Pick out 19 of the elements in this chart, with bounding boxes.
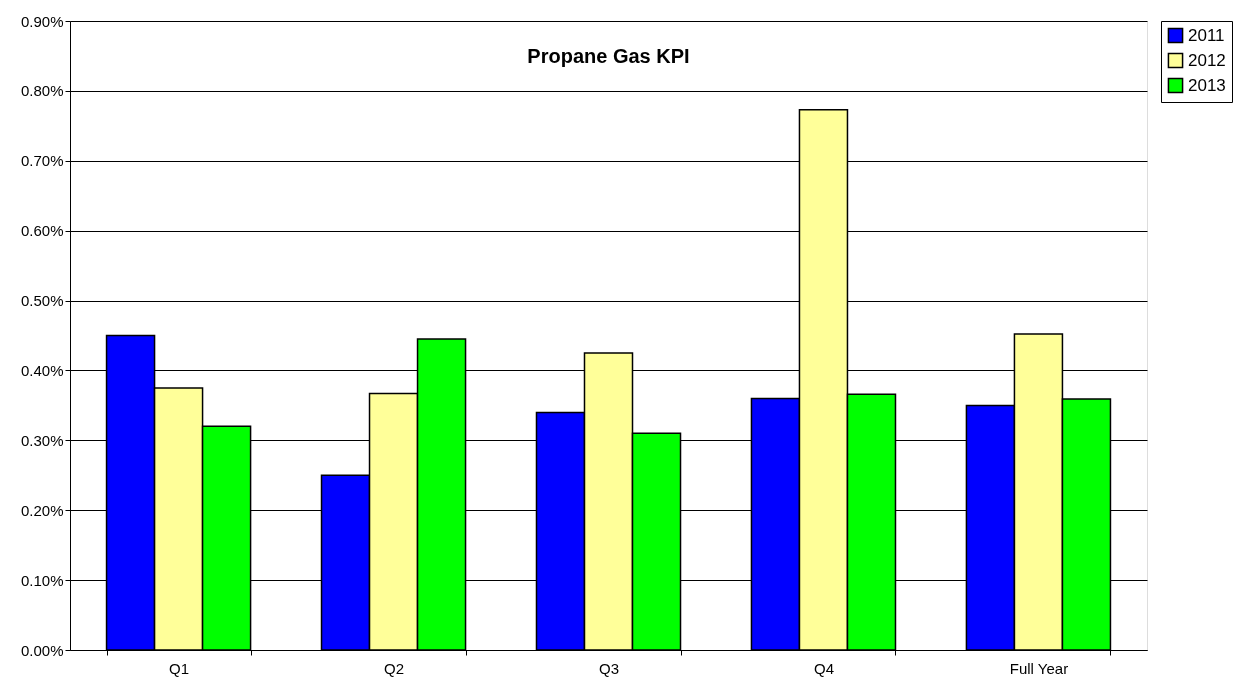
x-tick-label: Q1 (169, 659, 190, 677)
y-tick-label: 0.10% (20, 571, 64, 589)
x-tick-label: Q2 (384, 659, 405, 677)
text: Propane Gas KPI (527, 45, 690, 67)
legend-label: 2012 (1188, 50, 1226, 70)
legend-label: 2011 (1188, 25, 1225, 45)
y-tick-label: 0.40% (20, 361, 64, 379)
x-tick-label: Q3 (598, 659, 620, 677)
legend-label: 2013 (1188, 75, 1226, 95)
y-tick-label: 0.80% (20, 82, 64, 100)
y-tick-label: 0.70% (20, 152, 64, 170)
x-tick-label: Q4 (813, 659, 834, 677)
y-tick-label: 0.90% (20, 12, 64, 30)
x-tick-label: Full Year (1009, 659, 1069, 677)
y-tick-label: 0.20% (20, 501, 64, 519)
y-tick-label: 0.00% (20, 641, 64, 659)
y-tick-label: 0.50% (20, 292, 64, 310)
y-tick-label: 0.30% (20, 431, 64, 449)
y-tick-label: 0.60% (20, 222, 64, 240)
